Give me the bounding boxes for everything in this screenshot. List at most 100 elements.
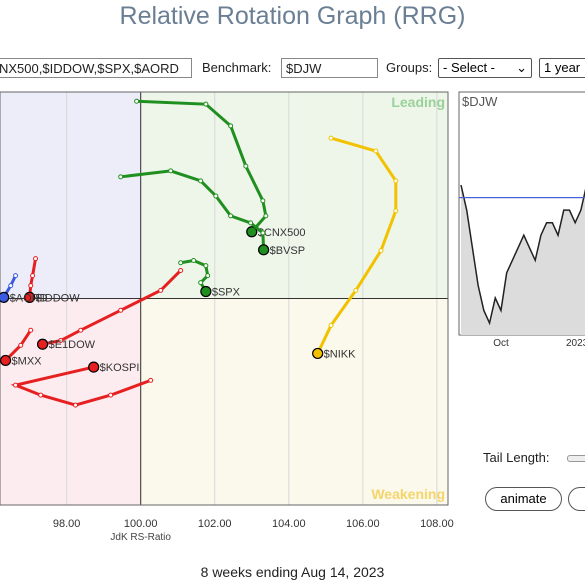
head-point: [88, 361, 100, 373]
tail: [120, 169, 266, 250]
tail-point: [198, 280, 204, 286]
tail-point: [203, 101, 209, 107]
x-tick-label: 98.00: [53, 518, 81, 530]
tail-point: [373, 148, 379, 154]
tail-point: [18, 342, 24, 348]
mini-title: $DJW: [462, 94, 498, 109]
tail-point: [393, 208, 399, 214]
tail-point: [205, 273, 211, 279]
benchmark-input[interactable]: $DJW: [281, 58, 378, 78]
tail-point: [108, 392, 114, 398]
tail-length-label: Tail Length:: [483, 450, 550, 465]
tail-point: [28, 327, 34, 333]
mini-line: [460, 184, 585, 326]
head-point: [0, 291, 10, 303]
mini-x-label: Oct: [493, 338, 509, 349]
series-label: $IDDOW: [36, 292, 81, 304]
step-button[interactable]: [568, 487, 585, 511]
head-point: [246, 226, 258, 238]
tail-point: [13, 273, 19, 279]
plot-frame: [0, 91, 449, 506]
tail-point: [58, 338, 64, 344]
x-tick-label: 104.00: [272, 518, 306, 530]
quadrant-label: Leading: [391, 94, 445, 110]
head-point: [24, 291, 36, 303]
tail-point: [33, 256, 39, 262]
symbols-input[interactable]: NX500,$IDDOW,$SPX,$AORD: [0, 58, 192, 78]
tail-point: [118, 174, 124, 180]
mini-x-label: 2023: [566, 338, 585, 349]
tail-point: [178, 267, 184, 273]
tail-point: [263, 213, 269, 219]
improving-quadrant: [0, 92, 141, 299]
tail-point: [28, 283, 34, 289]
head-point: [200, 285, 212, 298]
tail-point: [178, 260, 184, 266]
page-title: Relative Rotation Graph (RRG): [119, 2, 466, 30]
tail-slider[interactable]: [567, 455, 585, 462]
tail: [180, 258, 210, 293]
tail-point: [328, 322, 334, 328]
tail-point: [134, 98, 140, 104]
groups-label: Groups:: [386, 60, 433, 75]
tail: [316, 136, 398, 355]
head-point: [312, 347, 324, 360]
mini-area: [461, 185, 585, 335]
tail-point: [260, 230, 266, 236]
tail-point: [78, 327, 84, 333]
tail-point: [73, 402, 79, 408]
tail-point: [118, 307, 124, 313]
mini-frame: [458, 91, 585, 336]
series-label: $BVSP: [270, 245, 305, 257]
tail-point: [260, 198, 266, 204]
dropdown-arrow: ⌄: [516, 60, 527, 75]
groups-value: - Select -: [443, 60, 496, 75]
tail-point: [203, 263, 209, 269]
tail-point: [228, 123, 234, 129]
tail-point: [38, 392, 44, 398]
weakening-quadrant: [140, 298, 448, 505]
tail-point: [158, 287, 164, 293]
tail-point: [353, 287, 359, 293]
x-axis-title: JdK RS-Ratio: [110, 532, 171, 543]
tail-point: [393, 178, 399, 184]
x-tick-label: 108.00: [420, 518, 454, 530]
tail-point: [213, 193, 219, 199]
head-point: [258, 244, 270, 256]
tail-point: [248, 220, 254, 226]
tail: [10, 365, 152, 407]
series-label: $NIKK: [324, 348, 356, 360]
tail-point: [198, 178, 204, 184]
animate-button[interactable]: animate: [485, 487, 562, 511]
benchmark-label: Benchmark:: [202, 60, 272, 75]
tail-point: [328, 135, 334, 141]
x-tick-label: 100.00: [124, 518, 158, 530]
tail-point: [30, 273, 36, 279]
tail: [2, 274, 17, 299]
period-select[interactable]: 1 year: [539, 58, 585, 78]
tail: [136, 99, 268, 233]
series-label: $E1DOW: [49, 339, 96, 351]
tail: [42, 269, 182, 346]
tail-point: [191, 258, 197, 264]
tail-point: [13, 382, 19, 388]
quadrant-label: Weakening: [371, 486, 445, 502]
head-point: [0, 354, 12, 367]
series-label: $MXX: [12, 355, 43, 367]
footer: 8 weeks ending Aug 14, 2023: [200, 564, 385, 580]
tail: [28, 258, 38, 298]
lagging-quadrant: [0, 298, 141, 505]
tail-point: [243, 163, 249, 169]
tail-point: [8, 283, 14, 289]
leading-quadrant: [140, 92, 448, 299]
series-label: $KOSPI: [100, 362, 140, 374]
x-tick-label: 106.00: [346, 518, 380, 530]
series-label: $CNX500: [258, 227, 306, 239]
head-point: [36, 338, 49, 350]
groups-select[interactable]: - Select - ⌄: [438, 58, 532, 78]
series-label: $SPX: [212, 286, 241, 298]
tail-point: [168, 168, 174, 174]
series-label: $AORD: [10, 292, 48, 304]
x-tick-label: 102.00: [198, 518, 232, 530]
